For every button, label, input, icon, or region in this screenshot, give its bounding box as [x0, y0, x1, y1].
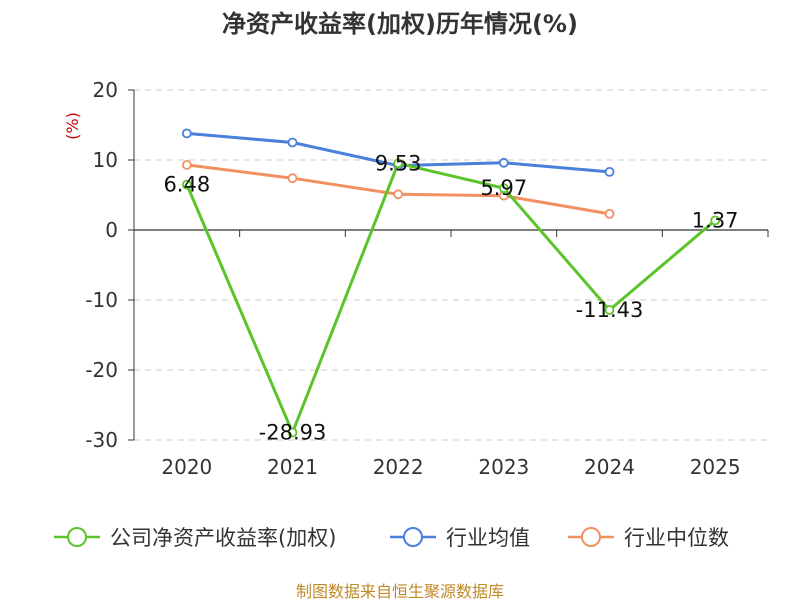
x-tick-label: 2024 — [584, 455, 635, 479]
x-tick-label: 2020 — [161, 455, 212, 479]
data-point — [181, 179, 192, 190]
data-label: -11.43 — [576, 298, 644, 322]
series-line — [185, 161, 717, 435]
legend-label: 公司净资产收益率(加权) — [110, 526, 336, 550]
data-label: 1.37 — [692, 208, 739, 232]
legend-label: 行业中位数 — [624, 526, 729, 550]
y-tick-label: -10 — [85, 288, 118, 312]
data-point — [393, 158, 404, 169]
y-tick-label: -30 — [85, 428, 118, 452]
x-tick-label: 2022 — [373, 455, 424, 479]
x-tick-label: 2021 — [267, 455, 318, 479]
data-point — [710, 215, 721, 226]
legend-label: 行业均值 — [446, 526, 530, 550]
y-tick-label: 10 — [93, 148, 118, 172]
y-axis-label: (%) — [63, 112, 82, 140]
data-label: 9.53 — [375, 151, 422, 175]
legend-marker — [581, 527, 601, 547]
data-point — [604, 208, 615, 219]
y-tick-label: 20 — [93, 78, 118, 102]
data-point — [287, 173, 298, 184]
data-point — [393, 189, 404, 200]
data-point — [181, 159, 192, 170]
x-tick-label: 2025 — [690, 455, 741, 479]
legend-marker — [403, 527, 423, 547]
data-label: 6.48 — [163, 173, 210, 197]
data-label: -28.93 — [259, 421, 327, 445]
y-tick-label: 0 — [105, 218, 118, 242]
y-tick-label: -20 — [85, 358, 118, 382]
data-point — [181, 128, 192, 139]
data-point — [604, 305, 615, 315]
source-note: 制图数据来自恒生聚源数据库 — [295, 582, 504, 601]
data-point — [498, 183, 509, 194]
x-tick-label: 2023 — [478, 455, 529, 479]
data-point — [604, 166, 615, 177]
data-label: 5.97 — [480, 176, 527, 200]
chart-title: 净资产收益率(加权)历年情况(%) — [222, 10, 578, 38]
data-point — [498, 157, 509, 168]
data-point — [287, 137, 298, 148]
data-point — [287, 427, 298, 438]
legend-marker — [67, 527, 87, 547]
